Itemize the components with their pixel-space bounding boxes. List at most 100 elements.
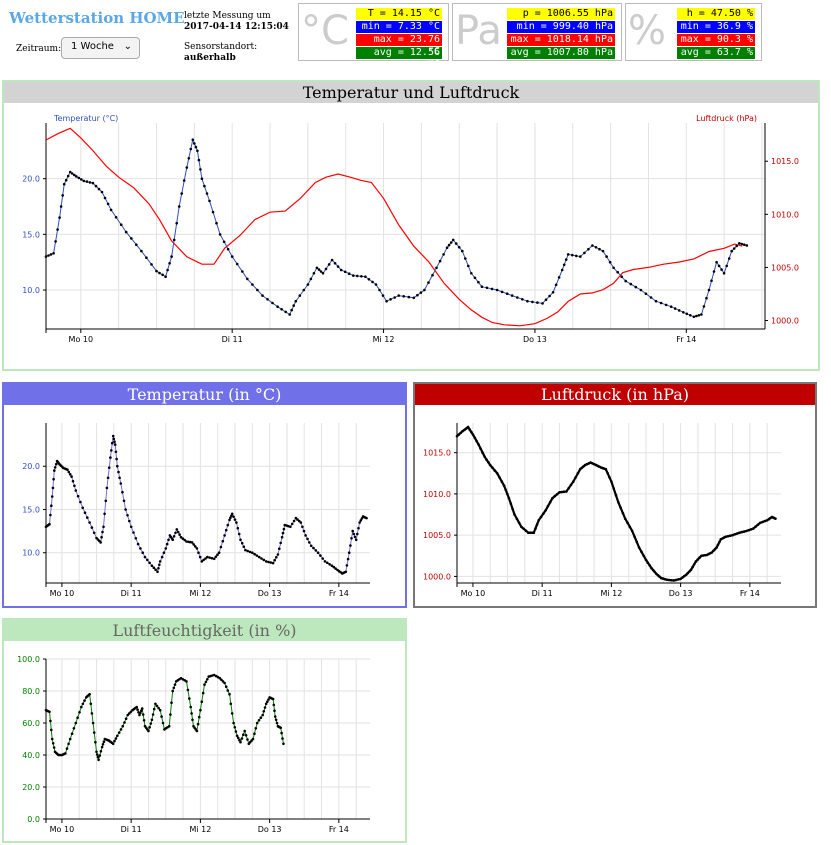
data-point: [71, 479, 75, 483]
data-point: [224, 528, 228, 532]
data-point: [710, 551, 714, 554]
data-point: [134, 537, 138, 540]
data-point: [110, 441, 114, 445]
data-point: [145, 256, 148, 259]
last-measure-value: 2017-04-14 12:15:04: [184, 22, 289, 32]
data-point: [221, 539, 225, 543]
data-point: [226, 689, 230, 692]
data-point: [90, 526, 94, 529]
data-point: [174, 531, 177, 535]
x-tick-label: Do 13: [523, 335, 547, 344]
data-point: [229, 702, 233, 706]
data-point: [269, 561, 273, 564]
data-point: [435, 266, 438, 270]
data-point: [733, 533, 737, 536]
data-point: [715, 260, 718, 264]
data-point: [431, 273, 434, 277]
data-point: [728, 534, 732, 537]
data-point: [315, 266, 319, 270]
data-point: [200, 700, 204, 703]
data-point: [725, 264, 728, 268]
data-point: [90, 712, 94, 715]
data-point: [278, 547, 281, 550]
range-select[interactable]: 1 Woche ⌄: [61, 37, 140, 59]
data-point: [528, 531, 532, 534]
data-point: [502, 484, 506, 487]
data-point: [101, 743, 105, 746]
data-point: [544, 509, 547, 512]
y-tick-label: 20.0: [22, 175, 40, 184]
data-point: [689, 314, 692, 317]
data-point: [490, 287, 494, 291]
data-point: [740, 242, 744, 246]
data-point: [234, 730, 238, 733]
data-point: [244, 548, 247, 552]
data-point: [495, 288, 499, 292]
data-point: [537, 519, 540, 522]
data-point: [76, 716, 79, 719]
x-tick-label: Mi 12: [373, 335, 395, 344]
data-point: [716, 543, 720, 547]
x-tick-label: Fr 14: [740, 589, 760, 598]
data-point: [242, 545, 246, 548]
temp-axis-title: Temperatur (°C): [53, 114, 118, 123]
pressure-chart: 1000.0 1005.0 1010.0 1015.0 Mo 10 Di 11 Mi 12 D…: [423, 423, 781, 598]
data-point: [91, 721, 95, 725]
range-select-value: 1 Woche: [71, 41, 114, 52]
data-point: [579, 255, 582, 258]
data-point: [64, 178, 68, 182]
data-point: [758, 521, 762, 525]
data-point: [309, 544, 313, 548]
data-point: [679, 577, 682, 581]
data-point: [158, 708, 162, 712]
data-point: [121, 490, 124, 494]
data-point: [749, 528, 753, 531]
data-point: [253, 732, 256, 735]
data-point: [548, 500, 552, 504]
data-point: [594, 246, 598, 249]
data-point: [111, 434, 115, 438]
data-point: [683, 574, 686, 578]
data-point: [427, 281, 430, 284]
data-point: [130, 237, 133, 240]
location-label: Sensorstandort:: [184, 42, 258, 52]
data-point: [201, 691, 205, 695]
data-point: [248, 550, 252, 554]
data-point: [147, 729, 150, 733]
data-point: [672, 579, 675, 582]
data-point: [204, 680, 208, 684]
data-point: [463, 428, 466, 432]
data-point: [644, 292, 648, 295]
data-point: [461, 429, 464, 433]
humidity-chart-title: Luftfeuchtigkeit (in %): [4, 620, 405, 641]
data-point: [180, 192, 183, 195]
data-point: [182, 179, 186, 182]
x-tick-label: Do 13: [258, 589, 282, 598]
data-point: [86, 516, 89, 519]
data-point: [500, 290, 504, 294]
data-point: [290, 308, 294, 312]
data-point: [67, 742, 70, 746]
data-point: [574, 476, 577, 479]
data-point: [102, 740, 106, 743]
pressure-avg: avg = 1007.80 hPa: [507, 47, 615, 59]
data-point: [109, 456, 112, 459]
data-point: [197, 158, 201, 162]
data-point: [477, 443, 480, 446]
data-point: [605, 255, 608, 258]
data-point: [551, 496, 554, 500]
data-point: [464, 427, 468, 430]
y-tick-label: 10.0: [22, 549, 40, 558]
data-point: [692, 315, 696, 319]
data-point: [117, 731, 121, 734]
y-tick-label: 1010.0: [423, 490, 451, 499]
data-point: [393, 296, 397, 299]
data-point: [343, 270, 347, 274]
data-point: [91, 181, 95, 185]
x-tick-label: Fr 14: [676, 335, 696, 344]
data-point: [197, 715, 201, 719]
data-point: [164, 275, 167, 278]
data-point: [126, 514, 129, 517]
data-point: [517, 521, 521, 525]
data-point: [165, 542, 169, 546]
